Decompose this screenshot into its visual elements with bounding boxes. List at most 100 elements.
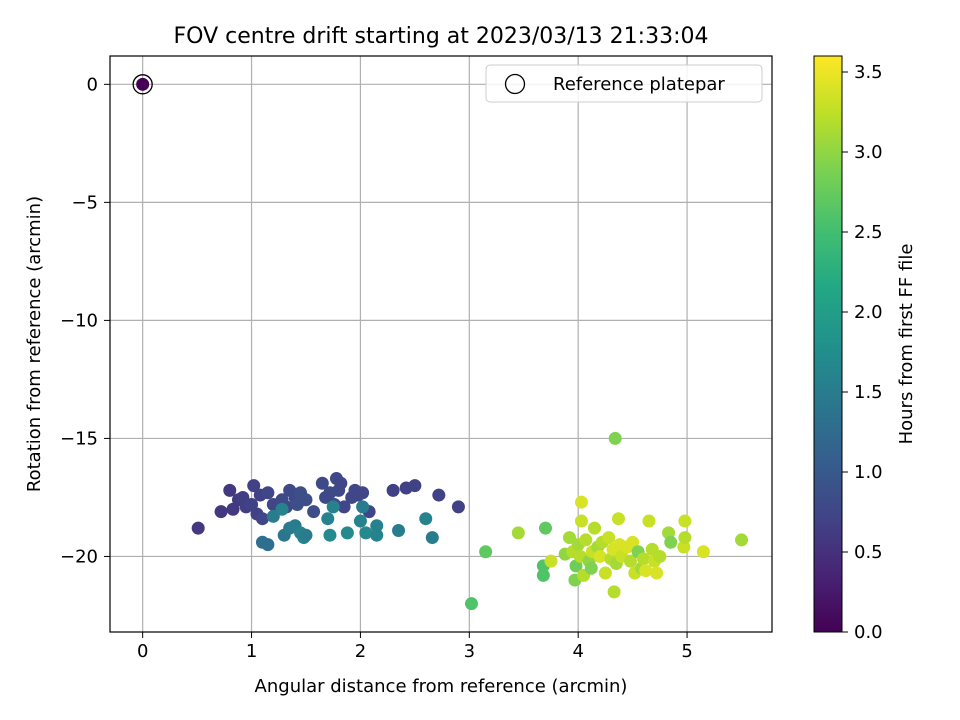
colorbar-tick-label: 3.5 [854, 62, 883, 83]
colorbar-ticks: 0.0 0.5 1.0 1.5 2.0 2.5 3.0 3.5 [842, 62, 883, 643]
data-point [735, 533, 749, 547]
colorbar-label: Hours from first FF file [896, 244, 917, 445]
data-point [408, 479, 422, 493]
data-point [511, 526, 525, 540]
reference-data-point [136, 77, 150, 91]
data-point [539, 521, 553, 535]
y-axis-label: Rotation from reference (arcmin) [24, 196, 45, 492]
data-point [266, 509, 280, 523]
x-tick-label: 2 [355, 641, 366, 662]
data-point [315, 476, 329, 490]
data-point [664, 535, 678, 549]
grid-lines [110, 56, 772, 632]
data-point [562, 531, 576, 545]
data-point [611, 512, 625, 526]
y-tick-label: −5 [71, 192, 98, 213]
data-point [255, 512, 269, 526]
data-point [261, 486, 275, 500]
data-point [245, 498, 259, 512]
data-point [642, 514, 656, 528]
data-point [574, 495, 588, 509]
colorbar-tick-label: 2.5 [854, 222, 883, 243]
data-point [419, 512, 433, 526]
x-axis-label: Angular distance from reference (arcmin) [255, 676, 628, 697]
x-tick-label: 5 [681, 641, 692, 662]
data-point [623, 554, 637, 568]
data-point [337, 500, 351, 514]
colorbar-tick-label: 1.5 [854, 382, 883, 403]
data-point [356, 500, 370, 514]
reference-platepar-marker [132, 74, 153, 95]
data-point [678, 531, 692, 545]
data-point [626, 535, 640, 549]
legend-box [485, 64, 763, 103]
data-point [334, 476, 348, 490]
x-tick-label: 1 [246, 641, 257, 662]
legend: Reference platepar [485, 64, 763, 103]
data-point [307, 505, 321, 519]
data-point [588, 521, 602, 535]
colorbar-tick-label: 3.0 [854, 142, 883, 163]
data-point [392, 523, 406, 537]
data-point [602, 531, 616, 545]
scatter-points [132, 74, 749, 611]
data-point [607, 585, 621, 599]
legend-marker-icon [504, 73, 526, 95]
data-point [536, 568, 550, 582]
legend-label: Reference platepar [553, 74, 725, 95]
colorbar-tick-label: 0.0 [854, 622, 883, 643]
data-point [653, 549, 667, 563]
data-point [479, 545, 493, 559]
data-point [432, 488, 446, 502]
data-point [464, 597, 478, 611]
colorbar-tick-label: 2.0 [854, 302, 883, 323]
data-point [247, 479, 261, 493]
plot-frame [109, 55, 773, 633]
x-tick-label: 3 [464, 641, 475, 662]
y-tick-label: −10 [60, 310, 98, 331]
x-tick-label: 4 [572, 641, 583, 662]
data-point [326, 500, 340, 514]
data-point [608, 431, 622, 445]
data-point [678, 514, 692, 528]
data-point [321, 512, 335, 526]
data-point [650, 566, 664, 580]
data-point [677, 540, 691, 554]
data-point [340, 526, 354, 540]
y-tick-label: 0 [87, 74, 98, 95]
data-point [353, 514, 367, 528]
data-point [425, 531, 439, 545]
data-point [214, 505, 228, 519]
data-point [386, 483, 400, 497]
data-point [370, 528, 384, 542]
y-tick-label: −20 [60, 546, 98, 567]
data-point [544, 554, 558, 568]
data-point [593, 549, 607, 563]
data-point [323, 528, 337, 542]
y-tick-label: −15 [60, 428, 98, 449]
data-point [696, 545, 710, 559]
colorbar-tick-label: 0.5 [854, 542, 883, 563]
data-point [299, 528, 313, 542]
data-point [598, 566, 612, 580]
data-point [275, 502, 289, 516]
data-point [574, 514, 588, 528]
y-axis-ticks: 0 −5 −10 −15 −20 [60, 74, 110, 567]
data-point [579, 533, 593, 547]
colorbar: 0.0 0.5 1.0 1.5 2.0 2.5 3.0 3.5 Hours from firs… [813, 55, 917, 643]
data-point [226, 502, 240, 516]
data-point [261, 538, 275, 552]
x-axis-ticks: 0 1 2 3 4 5 [137, 632, 693, 662]
colorbar-gradient [813, 55, 843, 633]
data-point [223, 483, 237, 497]
data-point [451, 500, 465, 514]
data-point [584, 561, 598, 575]
data-point [637, 552, 651, 566]
data-point [299, 493, 313, 507]
colorbar-tick-label: 1.0 [854, 462, 883, 483]
data-point [356, 486, 370, 500]
data-point [359, 526, 373, 540]
data-point [639, 564, 653, 578]
data-point [191, 521, 205, 535]
